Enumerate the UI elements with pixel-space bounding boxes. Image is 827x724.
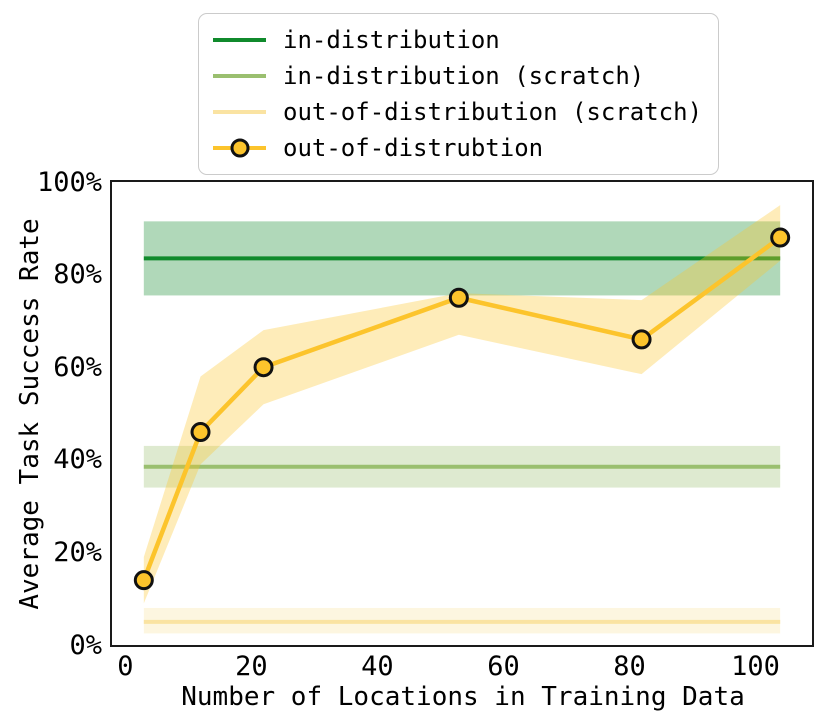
legend-label: out-of-distrubtion: [283, 134, 544, 162]
data-point-marker: [448, 287, 469, 308]
y-tick-label: 100%: [36, 166, 102, 198]
x-axis-label: Number of Locations in Training Data: [181, 682, 745, 712]
x-tick-label: 80: [613, 651, 646, 682]
legend-circle-marker-icon: [230, 138, 249, 158]
legend-line-swatch: [213, 37, 266, 43]
legend-entry-out-of-distribution: out-of-distrubtion: [213, 130, 702, 166]
x-tick-label: 0: [117, 651, 134, 682]
legend-label: in-distribution (scratch): [283, 62, 645, 90]
x-tick-label: 20: [235, 651, 268, 682]
y-tick-label: 40%: [53, 444, 102, 476]
legend-line-swatch: [213, 109, 266, 115]
plot-area: [110, 180, 814, 647]
confidence-band-3: [143, 205, 781, 604]
x-tick-label: 60: [487, 651, 520, 682]
y-tick-label: 0%: [69, 629, 102, 661]
y-tick-label: 60%: [53, 351, 102, 383]
legend-line-swatch: [213, 138, 266, 158]
y-tick-label: 20%: [53, 536, 102, 568]
legend-entry-out-of-distribution-scratch: out-of-distribution (scratch): [213, 94, 702, 130]
legend-label: out-of-distribution (scratch): [283, 98, 703, 126]
legend-label: in-distribution: [283, 26, 500, 54]
data-point-marker: [770, 227, 791, 248]
x-tick-label: 100: [731, 651, 780, 682]
data-point-marker: [253, 357, 274, 378]
y-tick-label: 80%: [53, 259, 102, 291]
data-point-marker: [190, 422, 211, 443]
data-point-marker: [631, 329, 652, 350]
legend: in-distribution in-distribution (scratch…: [198, 13, 720, 175]
x-tick-label: 40: [361, 651, 394, 682]
plot-canvas: [133, 205, 791, 634]
legend-entry-in-distribution: in-distribution: [213, 22, 702, 58]
legend-line-swatch: [213, 73, 266, 79]
data-point-marker: [133, 570, 154, 591]
legend-entry-in-distribution-scratch: in-distribution (scratch): [213, 58, 702, 94]
series-line-3: [141, 235, 782, 581]
